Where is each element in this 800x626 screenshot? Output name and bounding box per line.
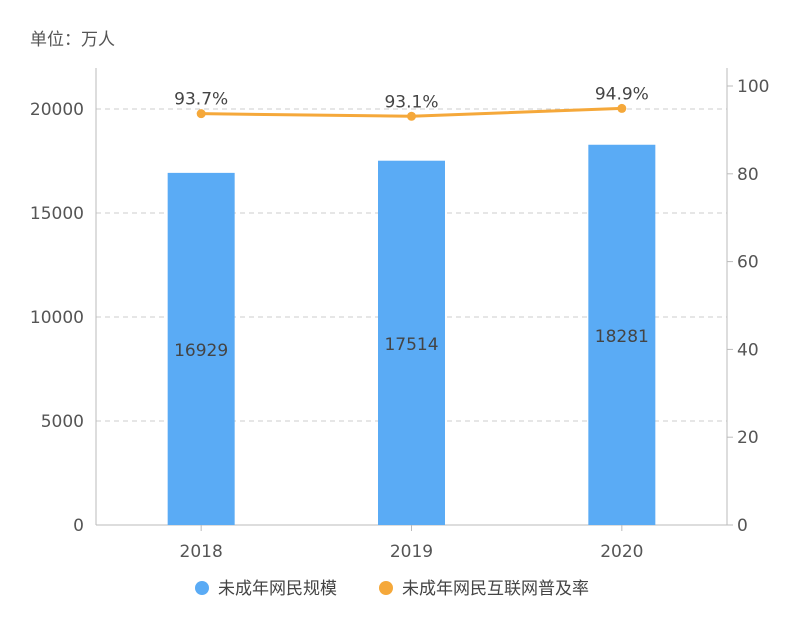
line-point [196,109,206,119]
bar-series: 16929 17514 18281 [167,144,656,526]
legend-line-marker [379,581,393,595]
unit-label: 单位：万人 [30,30,115,50]
right-tick-label: 80 [737,165,759,185]
line-point [407,111,416,121]
line-value-label: 94.9% [595,84,649,104]
line-value-label: 93.7% [174,90,228,110]
bar [167,172,235,525]
legend: 未成年网民规模 未成年网民互联网普及率 [195,579,589,599]
left-tick-label: 15000 [30,204,84,224]
right-axis-ticks: 0 20 40 60 80 100 [727,77,769,536]
left-tick-label: 20000 [30,100,84,120]
line-value-label: 93.1% [384,92,438,112]
bar-value-label: 18281 [595,327,649,347]
x-tick-label: 2018 [180,542,223,562]
legend-bar-label: 未成年网民规模 [218,579,337,599]
right-tick-label: 40 [737,340,759,360]
bar [378,160,445,525]
legend-line-label: 未成年网民互联网普及率 [402,579,589,599]
x-tick-label: 2020 [600,542,643,562]
left-tick-label: 10000 [30,308,84,328]
right-tick-label: 0 [737,516,748,536]
left-tick-label: 0 [73,516,84,536]
left-axis-ticks: 0 5000 10000 15000 20000 [30,100,84,536]
legend-bar-marker [195,581,209,595]
line-series: 93.7% 93.1% 94.9% [174,84,649,121]
bar [588,144,656,526]
left-tick-label: 5000 [41,412,84,432]
line-point [617,103,627,113]
bar-value-label: 17514 [384,335,438,355]
right-tick-label: 20 [737,428,759,448]
right-tick-label: 100 [737,77,769,97]
x-tick-label: 2019 [390,542,433,562]
bar-value-label: 16929 [174,341,228,361]
x-axis-ticks: 2018 2019 2020 [180,525,643,562]
right-tick-label: 60 [737,253,759,273]
